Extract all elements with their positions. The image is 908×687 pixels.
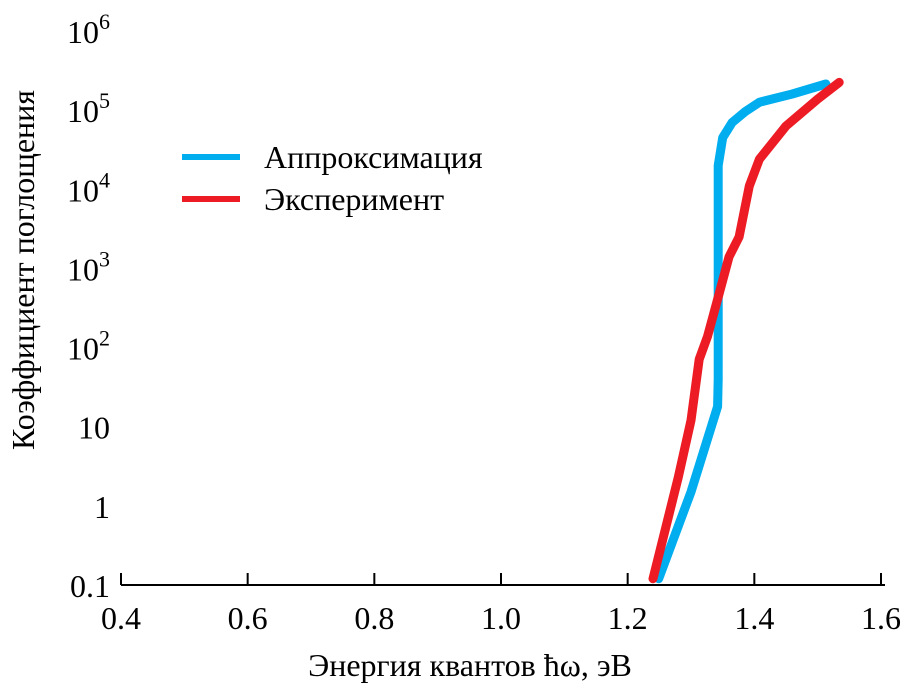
x-tick-label: 1.0 bbox=[481, 600, 521, 636]
y-tick-exponent: 5 bbox=[99, 88, 110, 113]
series-line-experiment bbox=[648, 77, 844, 584]
y-tick-label: 104 bbox=[67, 167, 110, 208]
y-tick-exponent: 3 bbox=[99, 246, 110, 271]
y-tick-label: 105 bbox=[67, 88, 110, 129]
y-tick-label: 106 bbox=[67, 9, 110, 50]
y-tick-label: 1 bbox=[94, 489, 110, 525]
y-tick-base: 0.1 bbox=[70, 568, 110, 604]
legend-label: Эксперимент bbox=[264, 181, 444, 217]
x-tick-label: 0.4 bbox=[101, 600, 141, 636]
x-axis-label: Энергия квантов ħω, эВ bbox=[308, 647, 632, 683]
y-tick-base: 10 bbox=[67, 331, 99, 367]
x-tick-label: 1.2 bbox=[608, 600, 648, 636]
x-axis: 0.4 0.6 0.8 1.0 1.2 1.4 1.6 bbox=[101, 573, 901, 636]
y-tick-base: 10 bbox=[67, 251, 99, 287]
y-axis-label: Коэффициент поглощения bbox=[5, 90, 41, 450]
y-tick-base: 1 bbox=[94, 489, 110, 525]
y-tick-exponent: 6 bbox=[99, 9, 110, 34]
y-tick-label: 102 bbox=[67, 326, 110, 367]
legend-label: Аппроксимация bbox=[264, 139, 483, 175]
series-lines bbox=[648, 77, 844, 584]
x-tick-label: 0.6 bbox=[228, 600, 268, 636]
legend: Аппроксимация Эксперимент bbox=[182, 139, 483, 217]
y-tick-label: 103 bbox=[67, 246, 110, 287]
y-tick-base: 10 bbox=[67, 93, 99, 129]
x-tick-label: 1.4 bbox=[734, 600, 774, 636]
y-tick-exponent: 2 bbox=[99, 326, 110, 351]
y-tick-label: 0.1 bbox=[70, 568, 110, 604]
x-tick-label: 0.8 bbox=[354, 600, 394, 636]
x-tick-label: 1.6 bbox=[861, 600, 901, 636]
series-line-approximation bbox=[654, 79, 831, 584]
y-tick-label: 10 bbox=[78, 410, 110, 446]
y-tick-exponent: 4 bbox=[99, 167, 110, 192]
y-tick-base: 10 bbox=[78, 410, 110, 446]
y-tick-base: 10 bbox=[67, 172, 99, 208]
y-tick-base: 10 bbox=[67, 14, 99, 50]
